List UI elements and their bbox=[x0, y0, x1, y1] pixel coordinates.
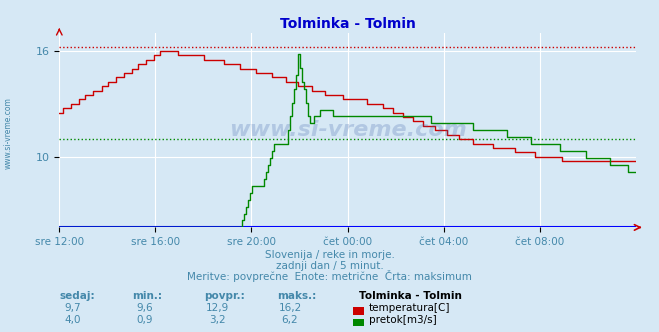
Text: 9,7: 9,7 bbox=[64, 303, 81, 313]
Text: 4,0: 4,0 bbox=[64, 315, 81, 325]
Text: maks.:: maks.: bbox=[277, 291, 316, 301]
Text: 6,2: 6,2 bbox=[281, 315, 299, 325]
Text: min.:: min.: bbox=[132, 291, 162, 301]
Text: Slovenija / reke in morje.: Slovenija / reke in morje. bbox=[264, 250, 395, 260]
Text: 0,9: 0,9 bbox=[136, 315, 154, 325]
Text: povpr.:: povpr.: bbox=[204, 291, 245, 301]
Text: zadnji dan / 5 minut.: zadnji dan / 5 minut. bbox=[275, 261, 384, 271]
Title: Tolminka - Tolmin: Tolminka - Tolmin bbox=[279, 17, 416, 31]
Text: temperatura[C]: temperatura[C] bbox=[369, 303, 451, 313]
Text: 12,9: 12,9 bbox=[206, 303, 229, 313]
Text: 3,2: 3,2 bbox=[209, 315, 226, 325]
Text: sedaj:: sedaj: bbox=[59, 291, 95, 301]
Text: Meritve: povprečne  Enote: metrične  Črta: maksimum: Meritve: povprečne Enote: metrične Črta:… bbox=[187, 270, 472, 282]
Text: Tolminka - Tolmin: Tolminka - Tolmin bbox=[359, 291, 462, 301]
Text: 9,6: 9,6 bbox=[136, 303, 154, 313]
Text: pretok[m3/s]: pretok[m3/s] bbox=[369, 315, 437, 325]
Text: 16,2: 16,2 bbox=[278, 303, 302, 313]
Text: www.si-vreme.com: www.si-vreme.com bbox=[3, 97, 13, 169]
Text: www.si-vreme.com: www.si-vreme.com bbox=[229, 120, 467, 140]
